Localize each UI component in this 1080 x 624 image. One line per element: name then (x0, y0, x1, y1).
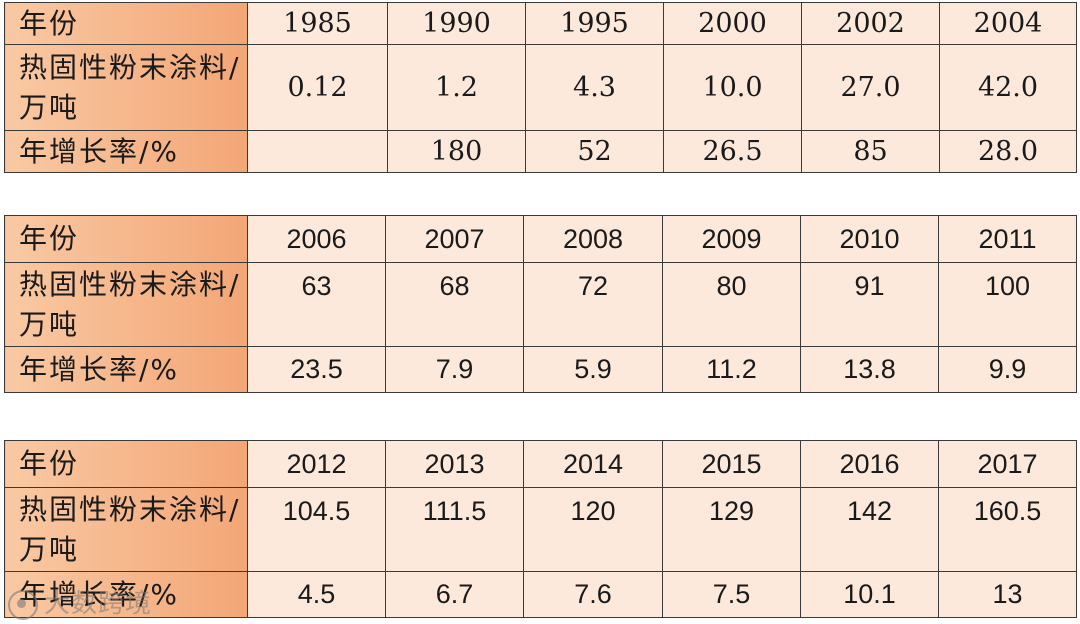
growth-cell: 52 (525, 130, 664, 173)
year-cell: 2012 (247, 440, 386, 488)
year-cell: 2010 (800, 215, 939, 263)
table-row-growth: 年增长率/% 4.5 6.7 7.6 7.5 10.1 13 (4, 571, 1077, 618)
output-cell: 142 (800, 487, 939, 572)
table-row-output: 热固性粉末涂料/万吨 63 68 72 80 91 100 (4, 262, 1077, 347)
table-row-growth: 年增长率/% 180 52 26.5 85 28.0 (4, 130, 1077, 173)
output-cell: 63 (247, 262, 386, 347)
year-cell: 2008 (523, 215, 663, 263)
growth-cell: 7.9 (385, 346, 524, 393)
output-cell: 120 (523, 487, 663, 572)
row-label-growth: 年增长率/% (4, 571, 248, 618)
growth-cell: 7.5 (662, 571, 801, 618)
year-cell: 1995 (525, 2, 664, 45)
table-row-year: 年份 2012 2013 2014 2015 2016 2017 (4, 440, 1077, 488)
growth-cell: 7.6 (523, 571, 663, 618)
growth-cell: 13.8 (800, 346, 939, 393)
output-cell: 4.3 (525, 44, 664, 131)
row-label-output: 热固性粉末涂料/万吨 (4, 262, 248, 347)
year-cell: 2007 (385, 215, 524, 263)
growth-cell: 85 (801, 130, 940, 173)
output-cell: 42.0 (939, 44, 1077, 131)
growth-cell: 10.1 (800, 571, 939, 618)
year-cell: 2002 (801, 2, 940, 45)
year-cell: 2013 (385, 440, 524, 488)
output-cell: 111.5 (385, 487, 524, 572)
row-label-output: 热固性粉末涂料/万吨 (4, 487, 248, 572)
output-cell: 72 (523, 262, 663, 347)
year-cell: 2006 (247, 215, 386, 263)
growth-cell: 28.0 (939, 130, 1077, 173)
year-cell: 1985 (247, 2, 388, 45)
growth-cell: 6.7 (385, 571, 524, 618)
growth-cell: 23.5 (247, 346, 386, 393)
output-cell: 0.12 (247, 44, 388, 131)
watermark: 大数跨境 (8, 583, 152, 620)
year-cell: 2000 (663, 2, 802, 45)
data-table-2012-2017: 年份 2012 2013 2014 2015 2016 2017 热固性粉末涂料… (4, 440, 1077, 618)
growth-cell: 9.9 (938, 346, 1077, 393)
output-cell: 10.0 (663, 44, 802, 131)
table-row-year: 年份 1985 1990 1995 2000 2002 2004 (4, 2, 1077, 45)
output-cell: 160.5 (938, 487, 1077, 572)
year-cell: 2011 (938, 215, 1077, 263)
watermark-text: 大数跨境 (44, 589, 153, 619)
year-cell: 2015 (662, 440, 801, 488)
output-cell: 100 (938, 262, 1077, 347)
output-cell: 104.5 (247, 487, 386, 572)
data-table-1985-2004: 年份 1985 1990 1995 2000 2002 2004 热固性粉末涂料… (4, 2, 1077, 173)
table-row-growth: 年增长率/% 23.5 7.9 5.9 11.2 13.8 9.9 (4, 346, 1077, 393)
row-label-growth: 年增长率/% (4, 130, 248, 173)
year-cell: 2016 (800, 440, 939, 488)
row-label-year: 年份 (4, 215, 248, 263)
output-cell: 129 (662, 487, 801, 572)
output-cell: 68 (385, 262, 524, 347)
growth-cell: 4.5 (247, 571, 386, 618)
growth-cell: 180 (387, 130, 526, 173)
row-label-year: 年份 (4, 2, 248, 45)
output-cell: 1.2 (387, 44, 526, 131)
year-cell: 1990 (387, 2, 526, 45)
table-row-year: 年份 2006 2007 2008 2009 2010 2011 (4, 215, 1077, 263)
growth-cell: 5.9 (523, 346, 663, 393)
growth-cell: 11.2 (662, 346, 801, 393)
output-cell: 27.0 (801, 44, 940, 131)
output-cell: 91 (800, 262, 939, 347)
growth-cell: 13 (938, 571, 1077, 618)
growth-cell: 26.5 (663, 130, 802, 173)
table-row-output: 热固性粉末涂料/万吨 104.5 111.5 120 129 142 160.5 (4, 487, 1077, 572)
data-table-2006-2011: 年份 2006 2007 2008 2009 2010 2011 热固性粉末涂料… (4, 215, 1077, 393)
year-cell: 2004 (939, 2, 1077, 45)
row-label-output: 热固性粉末涂料/万吨 (4, 44, 248, 131)
row-label-growth: 年增长率/% (4, 346, 248, 393)
row-label-year: 年份 (4, 440, 248, 488)
eye-logo-icon (8, 589, 38, 620)
year-cell: 2009 (662, 215, 801, 263)
output-cell: 80 (662, 262, 801, 347)
year-cell: 2017 (938, 440, 1077, 488)
year-cell: 2014 (523, 440, 663, 488)
table-row-output: 热固性粉末涂料/万吨 0.12 1.2 4.3 10.0 27.0 42.0 (4, 44, 1077, 131)
growth-cell (247, 130, 388, 173)
